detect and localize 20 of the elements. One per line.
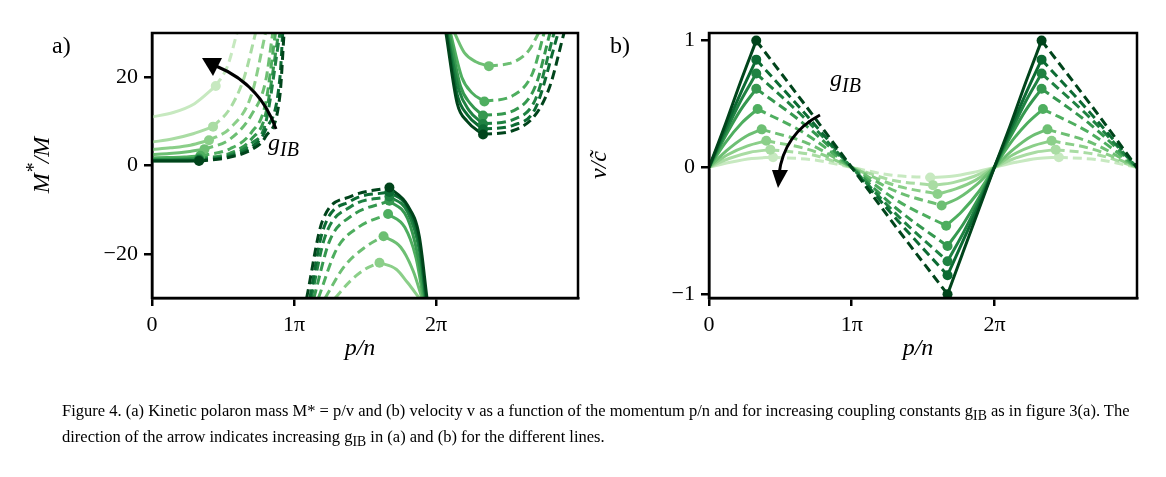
text: Figure 4. (a) Kinetic polaron mass M* = p/v and (b) velocity v as a function of the momentum p/n and for increasing coupling constants g$_{IB}$ as in figure 3(a). The direction of the arrow indicates increasing g$_{IB}$ in (a) and (b) for the different lines. (62, 401, 1130, 450)
y-tick-label: 0 (684, 153, 695, 179)
annotation: g$_{IB}$ (268, 129, 299, 160)
y-tick-label: 0 (127, 151, 138, 177)
chart-title: a) (52, 32, 71, 58)
x-axis-title: p/n (902, 334, 934, 360)
x-tick-label: 0 (146, 310, 158, 336)
annotation: g$_{IB}$ (830, 65, 861, 96)
y-tick-label: 1 (684, 26, 695, 52)
x-tick-label: 0 (703, 310, 715, 336)
x-axis-title: p/n (344, 334, 376, 360)
chart-title: b) (610, 32, 630, 58)
y-axis-title: v/c̃ (585, 151, 611, 179)
x-tick-label: 1π (283, 310, 306, 336)
x-tick-label: 2π (983, 310, 1006, 336)
x-tick-label: 1π (840, 310, 863, 336)
y-tick-label: −20 (103, 239, 138, 265)
y-tick-label: −1 (671, 279, 695, 305)
x-tick-label: 2π (425, 310, 448, 336)
y-tick-label: 20 (116, 62, 138, 88)
